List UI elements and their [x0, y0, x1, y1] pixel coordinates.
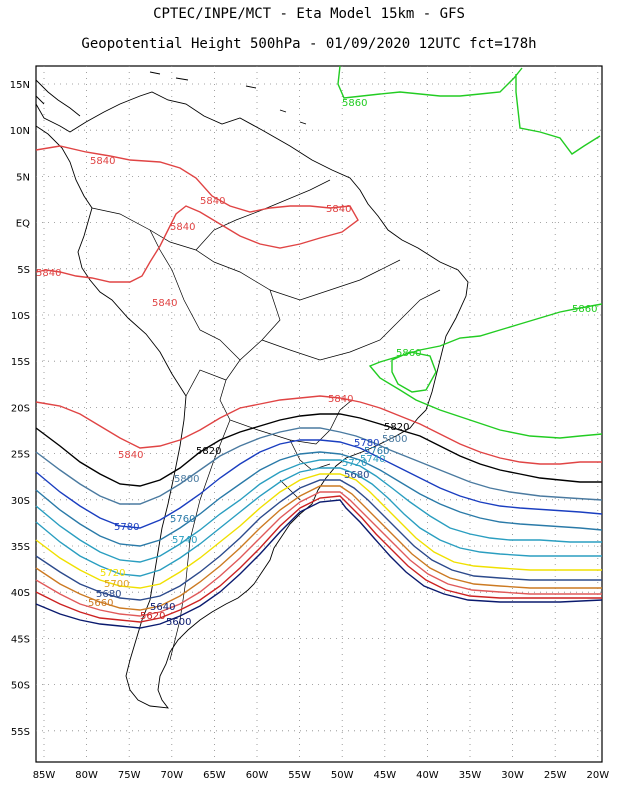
- contour-5840-south: [35, 395, 602, 465]
- contour-5860-east: [368, 303, 603, 439]
- lat-tick-label: 15S: [11, 357, 30, 368]
- central-america-coast: [35, 79, 81, 117]
- contour-label: 5600: [166, 617, 191, 628]
- lat-tick-label: 5N: [16, 172, 30, 183]
- contour-5660: [35, 485, 602, 611]
- contour-label: 5720: [342, 458, 367, 469]
- caribbean-islands: [149, 71, 307, 125]
- contour-label: 5760: [364, 446, 389, 457]
- contour-label: 5820: [196, 446, 221, 457]
- lat-tick-label: 55S: [11, 727, 30, 738]
- lat-tick-label: 10S: [11, 311, 30, 322]
- lon-tick-label: 40W: [416, 770, 439, 781]
- lat-tick-label: 50S: [11, 681, 30, 692]
- lon-tick-label: 20W: [586, 770, 609, 781]
- contour-label: 5840: [170, 222, 195, 233]
- contour-label: 5840: [118, 450, 143, 461]
- contour-label: 5700: [104, 579, 129, 590]
- contour-label: 5820: [384, 422, 409, 433]
- lon-tick-label: 75W: [118, 770, 141, 781]
- contour-5860-blob: [391, 351, 437, 393]
- contour-label: 5840: [326, 204, 351, 215]
- lat-tick-label: 15N: [10, 80, 30, 91]
- lat-tick-label: 5S: [17, 265, 30, 276]
- map-subtitle: Geopotential Height 500hPa - 01/09/2020 …: [81, 36, 537, 52]
- contour-label: 5780: [114, 522, 139, 533]
- contours: [35, 65, 603, 629]
- lat-tick-label: 30S: [11, 496, 30, 507]
- contour-label: 5780: [354, 438, 379, 449]
- contour-label: 5760: [170, 514, 195, 525]
- lat-tick-label: 20S: [11, 403, 30, 414]
- lon-tick-label: 80W: [75, 770, 98, 781]
- map-frame: [35, 65, 603, 763]
- contour-5760: [35, 451, 603, 547]
- contour-label: 5840: [328, 394, 353, 405]
- lon-tick-label: 55W: [288, 770, 311, 781]
- contour-labels: 5860 5860 5860 5840 5840 5840 5840 5840 …: [36, 98, 597, 628]
- contour-label: 5680: [96, 589, 121, 600]
- lat-tick-label: 10N: [10, 126, 30, 137]
- lon-tick-label: 45W: [373, 770, 396, 781]
- contour-5720: [35, 467, 602, 577]
- contour-label: 5800: [174, 474, 199, 485]
- lon-tick-label: 35W: [459, 770, 482, 781]
- contour-5780: [35, 439, 603, 529]
- lat-tick-label: 25S: [11, 450, 30, 461]
- contour-label: 5680: [344, 470, 369, 481]
- contour-5820: [35, 413, 602, 487]
- contour-5600: [35, 499, 603, 629]
- country-borders: [91, 179, 441, 661]
- contour-5620: [35, 495, 602, 623]
- lon-tick-label: 25W: [544, 770, 567, 781]
- axis-ticks: 85W 80W 75W 70W 65W 60W 55W 50W 45W 40W 35W 30W 25W 2…: [10, 80, 609, 781]
- contour-5740: [35, 459, 602, 563]
- lon-tick-label: 50W: [331, 770, 354, 781]
- contour-label: 5740: [172, 535, 197, 546]
- contour-5840-north: [35, 145, 359, 283]
- contour-label: 5860: [342, 98, 367, 109]
- contour-label: 5720: [100, 568, 125, 579]
- contour-label: 5660: [88, 598, 113, 609]
- lon-tick-label: 65W: [203, 770, 226, 781]
- contour-5640: [35, 491, 602, 617]
- contour-label: 5860: [396, 348, 421, 359]
- contour-label: 5840: [200, 196, 225, 207]
- contour-5800: [35, 427, 603, 505]
- contour-label: 5620: [140, 611, 165, 622]
- contour-5700: [35, 473, 602, 589]
- coastlines: [35, 71, 469, 709]
- contour-label: 5840: [152, 298, 177, 309]
- contour-label: 5860: [572, 304, 597, 315]
- lon-tick-label: 70W: [160, 770, 183, 781]
- lon-tick-label: 85W: [33, 770, 56, 781]
- contour-label: 5740: [360, 454, 385, 465]
- contour-label: 5800: [382, 434, 407, 445]
- dotted-grid: [36, 66, 602, 762]
- map-title: CPTEC/INPE/MCT - Eta Model 15km - GFS: [153, 6, 465, 22]
- contour-label: 5640: [150, 602, 175, 613]
- lat-tick-label: 45S: [11, 634, 30, 645]
- lat-tick-label: 40S: [11, 588, 30, 599]
- lon-tick-label: 30W: [501, 770, 524, 781]
- lon-tick-label: 60W: [246, 770, 269, 781]
- lat-tick-label: 35S: [11, 542, 30, 553]
- contour-label: 5840: [90, 156, 115, 167]
- contour-5680: [35, 479, 602, 601]
- contour-5860-north: [337, 65, 601, 155]
- south-america-coast: [35, 91, 469, 709]
- lat-tick-label: EQ: [16, 219, 30, 230]
- contour-label: 5840: [36, 268, 61, 279]
